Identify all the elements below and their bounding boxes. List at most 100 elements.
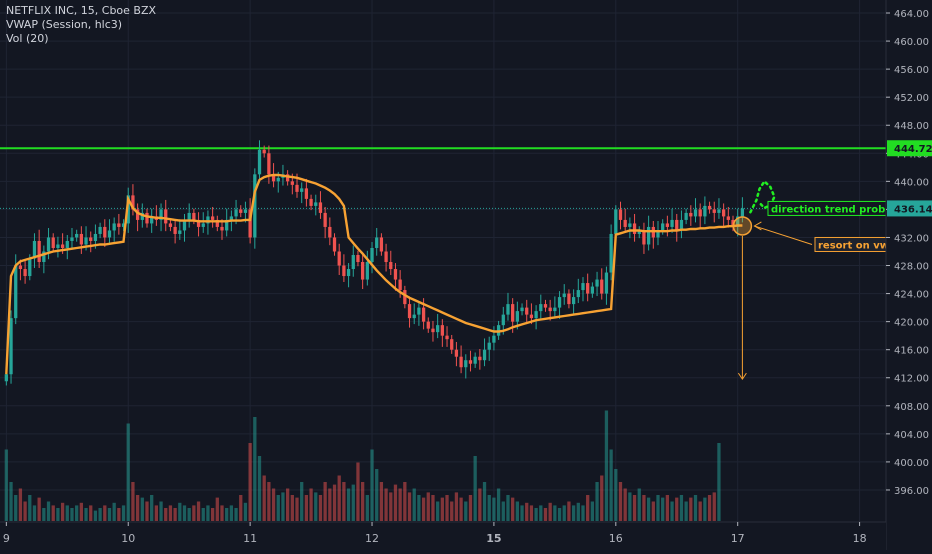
candle-body	[421, 307, 426, 322]
candle-body	[243, 209, 248, 213]
volume-bar	[412, 488, 416, 521]
candle-body	[93, 233, 98, 241]
volume-bar	[501, 501, 505, 521]
candle-body	[618, 209, 623, 220]
candle-body	[529, 314, 534, 319]
candle-body	[436, 325, 440, 333]
time-tick-label: 18	[853, 532, 867, 545]
price-tick-label: 404.00	[894, 430, 929, 441]
volume-bar	[482, 482, 487, 521]
volume-bar	[220, 505, 224, 521]
candle-body	[445, 335, 449, 340]
volume-bars	[4, 410, 721, 521]
candle-body	[543, 304, 548, 308]
highlight-circle	[732, 216, 753, 236]
volume-indicator-label[interactable]: Vol (20)	[6, 32, 49, 45]
candle-body	[210, 216, 215, 220]
price-tick-label: 460.00	[894, 37, 929, 48]
volume-bar	[539, 505, 543, 521]
candle-body	[361, 262, 365, 280]
volume-bar	[98, 508, 102, 521]
price-tick-label: 440.00	[894, 177, 929, 188]
candle-body	[121, 223, 126, 227]
leader-arrow-line	[754, 225, 813, 245]
volume-bar	[121, 505, 126, 521]
orange-annotation-text: resort on vw	[818, 240, 889, 251]
candle-body	[454, 349, 459, 357]
symbol-title[interactable]: NETFLIX INC, 15, Cboe BZX	[6, 4, 157, 17]
candle-body	[229, 216, 234, 220]
candle-body	[407, 304, 412, 319]
volume-bar	[267, 482, 271, 521]
candle-body	[590, 286, 595, 294]
volume-bar	[14, 495, 18, 521]
volume-bar	[684, 501, 688, 521]
volume-bar	[656, 495, 660, 521]
candle-body	[576, 290, 580, 298]
time-tick-label: 17	[731, 532, 745, 545]
candle-body	[375, 237, 379, 248]
volume-bar	[586, 495, 590, 521]
candle-body	[370, 247, 374, 263]
candle-body	[84, 237, 88, 245]
candle-body	[726, 216, 730, 220]
volume-bar	[56, 508, 60, 521]
time-axis-background	[0, 522, 886, 550]
candle-body	[46, 237, 51, 252]
volume-bar	[131, 482, 135, 521]
candle-body	[192, 212, 196, 220]
candle-body	[609, 233, 613, 273]
grid	[0, 0, 886, 522]
price-axis-background	[886, 0, 932, 550]
candle-body	[79, 233, 83, 245]
price-axis[interactable]: 396.00 400.00 404.00 408.00 412.00 416.00 420.…	[885, 0, 932, 550]
candle-body	[276, 177, 280, 182]
volume-bar	[234, 508, 238, 521]
candle-body	[187, 212, 191, 220]
volume-bar	[436, 501, 440, 521]
volume-bar	[37, 497, 41, 521]
vwap-indicator-label[interactable]: VWAP (Session, hlc3)	[6, 18, 123, 31]
candle-body	[131, 195, 135, 210]
volume-bar	[426, 492, 430, 521]
green-annotation-text: direction trend proba	[771, 204, 892, 215]
volume-bar	[473, 456, 477, 521]
volume-bar	[553, 505, 557, 521]
candle-body	[9, 318, 13, 375]
volume-bar	[679, 495, 684, 521]
price-tick-label: 464.00	[894, 9, 929, 20]
candle-body	[412, 314, 416, 319]
candle-body	[248, 209, 252, 238]
candle-body	[206, 216, 210, 224]
volume-bar	[642, 495, 646, 521]
price-tick-label: 412.00	[894, 374, 929, 385]
volume-bar	[42, 508, 46, 521]
volume-bar	[511, 497, 515, 521]
candle-body	[117, 223, 121, 227]
volume-bar	[262, 475, 266, 521]
candle-body	[403, 290, 407, 305]
candle-body	[225, 219, 229, 231]
price-label-text: 436.14	[894, 204, 932, 215]
time-axis[interactable]: 9 10 11 12 15 16 17 18	[0, 521, 886, 550]
annotations: resort on vw direction trend proba	[732, 179, 892, 381]
time-tick-label: 9	[3, 532, 10, 545]
candle-body	[721, 209, 726, 217]
candle-body	[159, 209, 163, 220]
volume-bar	[398, 488, 402, 521]
volume-bar	[487, 495, 491, 521]
candle-body	[332, 237, 337, 252]
volume-bar	[707, 495, 712, 521]
candle-body	[548, 307, 552, 312]
candle-body	[539, 304, 543, 312]
candle-body	[515, 311, 519, 322]
volume-bar	[506, 495, 510, 521]
candle-body	[670, 219, 674, 227]
volume-bar	[65, 505, 69, 521]
chart-legend: NETFLIX INC, 15, Cboe BZX VWAP (Session,…	[6, 4, 156, 46]
volume-bar	[164, 508, 168, 521]
candle-body	[628, 223, 632, 227]
volume-bar	[604, 410, 609, 521]
